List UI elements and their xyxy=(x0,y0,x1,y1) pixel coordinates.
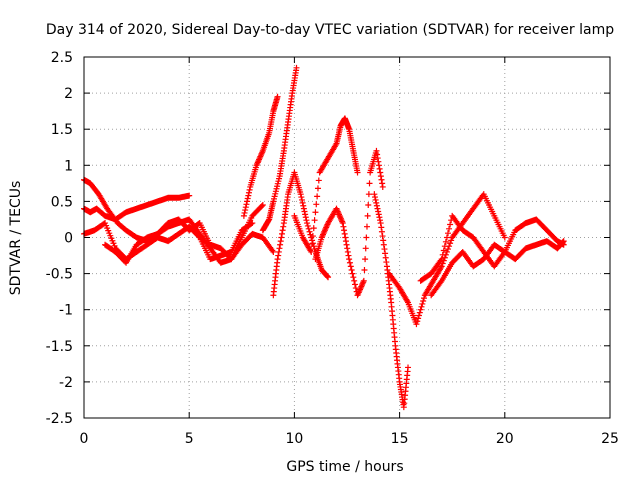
series-track-d xyxy=(102,216,277,266)
y-tick-label: 0 xyxy=(64,231,73,247)
chart-title: Day 314 of 2020, Sidereal Day-to-day VTE… xyxy=(46,22,614,38)
data-markers xyxy=(102,216,277,266)
y-tick-label: -1.5 xyxy=(46,339,73,355)
series-drop-after-10 xyxy=(270,169,332,299)
x-tick-label: 25 xyxy=(601,431,619,447)
data-markers xyxy=(259,64,300,234)
data-markers xyxy=(270,169,332,299)
data-markers xyxy=(312,147,386,299)
series-rise-to-peak-2 xyxy=(259,64,300,234)
data-markers xyxy=(386,191,508,328)
x-tick-label: 5 xyxy=(185,431,194,447)
data-markers xyxy=(428,238,567,299)
x-tick-label: 20 xyxy=(496,431,514,447)
data-markers xyxy=(240,93,281,219)
series-mid-cluster xyxy=(291,115,361,255)
axis-ticks: -2.5 -2 -1.5 -1 -0.5 0 0.5 1 1.5 2 2.5 0 5 10 15 20 25 xyxy=(46,50,619,447)
y-tick-label: 2 xyxy=(64,86,73,102)
series-late-band-b xyxy=(428,238,567,299)
data-series xyxy=(81,64,567,411)
series-second-hump xyxy=(312,147,386,299)
x-tick-label: 15 xyxy=(391,431,409,447)
series-drop-to-trough xyxy=(371,191,412,411)
y-axis-label: SDTVAR / TECUs xyxy=(8,181,24,296)
data-markers xyxy=(291,115,361,255)
series-recovery xyxy=(386,191,508,328)
data-markers xyxy=(371,191,412,411)
y-tick-label: -2.5 xyxy=(46,411,73,427)
series-rise-to-peak-1 xyxy=(240,93,281,219)
y-tick-label: 0.5 xyxy=(51,194,73,210)
x-axis-label: GPS time / hours xyxy=(286,459,403,475)
y-tick-label: -1 xyxy=(59,303,73,319)
y-tick-label: -0.5 xyxy=(46,267,73,283)
y-tick-label: 2.5 xyxy=(51,50,73,66)
y-tick-label: 1.5 xyxy=(51,122,73,138)
x-tick-label: 0 xyxy=(80,431,89,447)
y-tick-label: 1 xyxy=(64,158,73,174)
x-tick-label: 10 xyxy=(285,431,303,447)
y-tick-label: -2 xyxy=(59,375,73,391)
